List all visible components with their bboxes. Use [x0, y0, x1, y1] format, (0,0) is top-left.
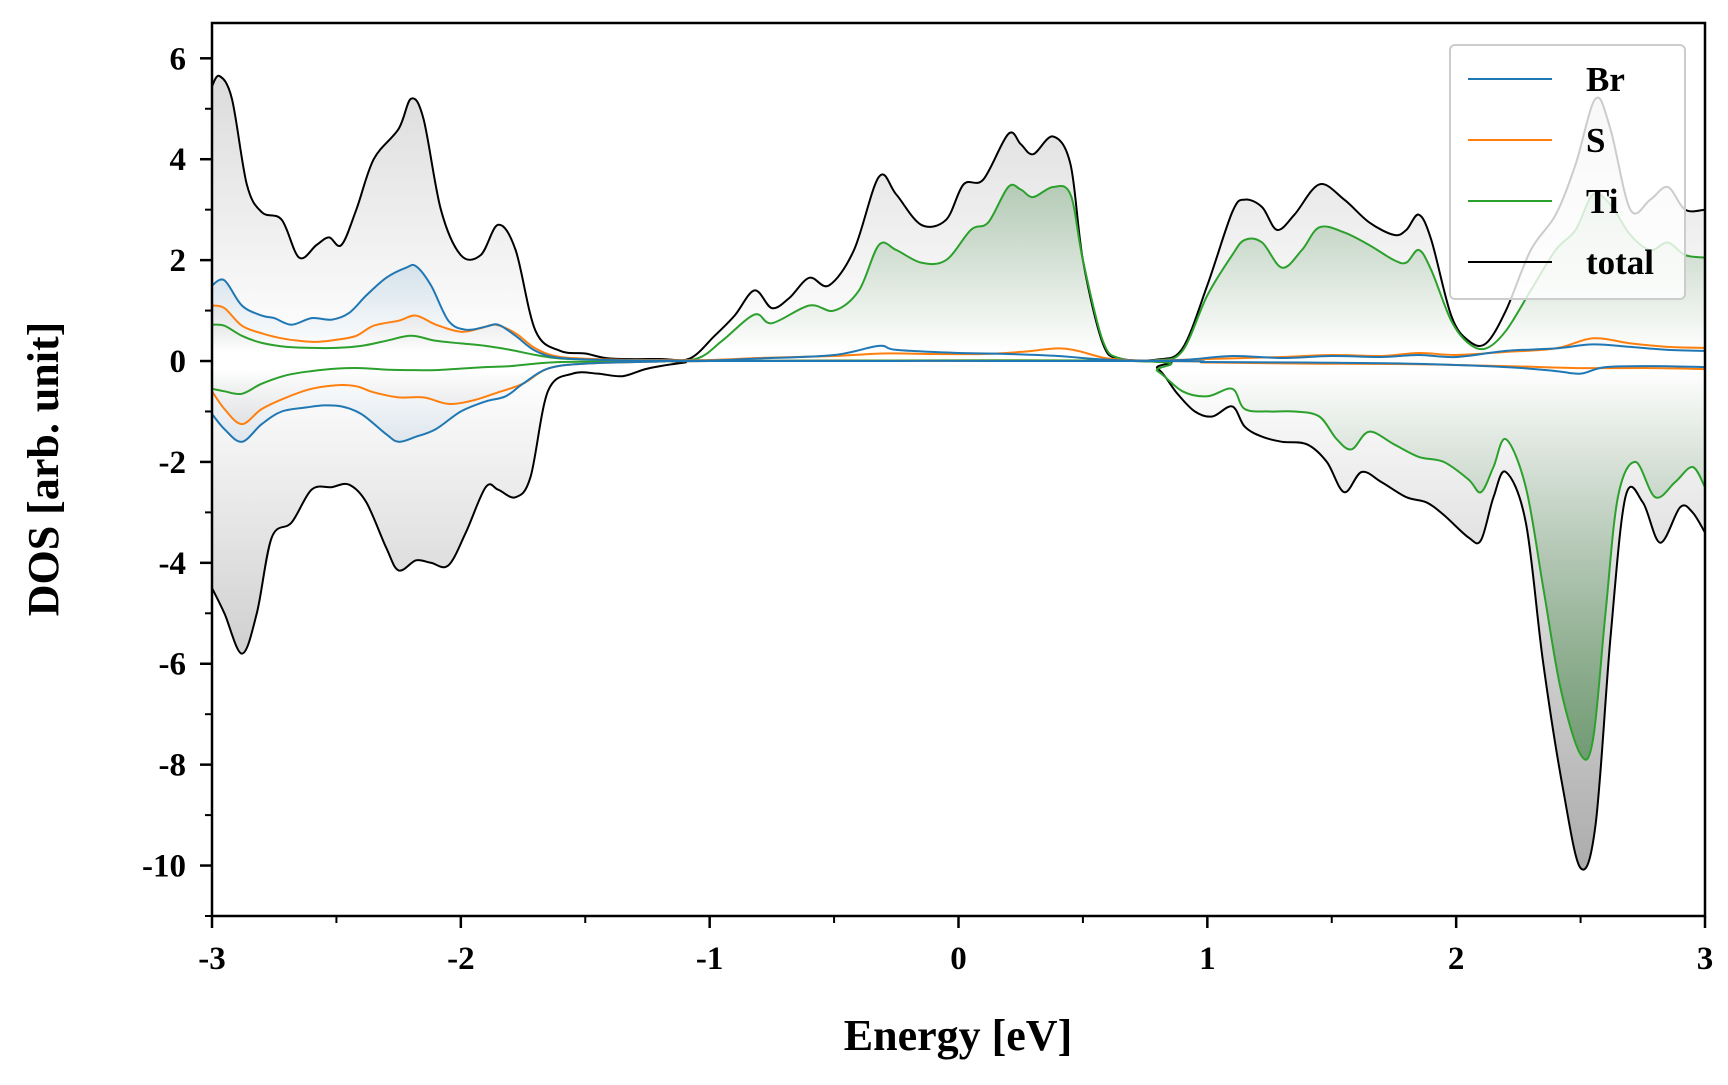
- y-axis-label: DOS [arb. unit]: [19, 322, 68, 617]
- x-tick-label: -1: [696, 941, 724, 977]
- y-tick-label: -10: [142, 849, 186, 885]
- legend-label: Ti: [1586, 182, 1619, 221]
- x-tick-label: 1: [1199, 941, 1216, 977]
- x-tick-label: 0: [950, 941, 967, 977]
- total-up-line: [211, 74, 1706, 362]
- ti-down-area: [212, 360, 1705, 760]
- legend: Br S Ti total: [1449, 44, 1686, 300]
- y-tick-label: -6: [159, 647, 187, 683]
- legend-label: S: [1586, 121, 1605, 160]
- ti-up-area: [212, 184, 1705, 361]
- x-axis-label: Energy [eV]: [844, 1011, 1073, 1060]
- legend-label: total: [1586, 243, 1654, 282]
- legend-label: Br: [1586, 60, 1625, 99]
- x-tick-label: 3: [1697, 941, 1714, 977]
- y-tick-label: -4: [159, 546, 187, 582]
- y-tick-label: -8: [159, 748, 187, 784]
- br-down-line: [211, 359, 1706, 443]
- x-tick-label: 2: [1448, 941, 1465, 977]
- series-lines: [211, 74, 1706, 871]
- y-tick-label: 4: [170, 142, 187, 178]
- x-tick-label: -3: [198, 941, 226, 977]
- y-tick-label: 0: [170, 344, 187, 380]
- total-down-line: [211, 359, 1706, 871]
- br-up-area: [212, 264, 1705, 361]
- x-tick-label: -2: [447, 941, 475, 977]
- y-tick-label: -2: [159, 445, 187, 481]
- y-tick-label: 6: [170, 41, 187, 77]
- y-tick-label: 2: [170, 243, 187, 279]
- legend-box: [1449, 44, 1686, 300]
- ti-up-line: [211, 183, 1706, 362]
- ti-down-line: [211, 359, 1706, 761]
